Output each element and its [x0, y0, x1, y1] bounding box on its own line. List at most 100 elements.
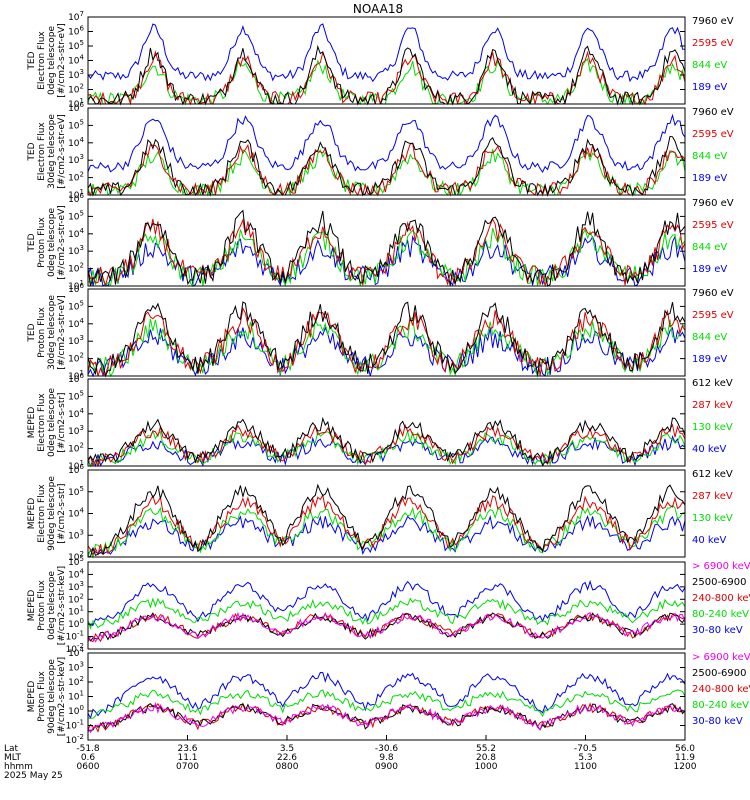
legend-entry: > 6900 keV — [692, 561, 750, 572]
x-axis: Lat -51.8 23.6 3.5 -30.6 55.2 -70.5 56.0 MLT 0.6 1… — [4, 735, 697, 781]
legend-entry: 189 eV — [692, 264, 727, 275]
y-tick-label: 102 — [68, 592, 84, 605]
y-tick-label: 10-1 — [66, 630, 84, 643]
y-axis-label: Proton Flux — [37, 671, 47, 722]
x-tick-label: 0600 — [77, 762, 100, 772]
legend-entry: 40 keV — [692, 535, 726, 546]
x-tick-label: 0700 — [176, 762, 199, 772]
x-tick-label: 9.8 — [379, 753, 394, 763]
y-axis-label: [#/cm2-s-str-keV] — [57, 657, 67, 736]
y-axis-label: 0deg telescope — [47, 26, 57, 96]
legend-entry: 2595 eV — [692, 220, 734, 231]
series-line-5-1 — [87, 416, 686, 467]
x-tick-label: -30.6 — [375, 744, 399, 754]
y-tick-label: 103 — [68, 334, 84, 347]
y-tick-label: 102 — [68, 83, 84, 96]
y-tick-label: 107 — [68, 10, 84, 23]
y-axis-label: [#/cm2-s-str] — [57, 392, 67, 452]
y-axis-label: [#/cm2-s-str] — [57, 483, 67, 543]
x-tick-label: 1100 — [574, 762, 597, 772]
series-line-3-2 — [87, 218, 686, 288]
panel-frame — [87, 107, 686, 196]
x-tick-label: 3.5 — [280, 744, 294, 754]
x-tick-label: 0900 — [375, 762, 398, 772]
legend-entry: 189 eV — [692, 173, 727, 184]
legend-entry: 130 keV — [692, 422, 733, 433]
x-tick-label: 11.9 — [675, 753, 695, 763]
y-tick-label: 104 — [68, 317, 84, 330]
series-line-5-2 — [87, 423, 686, 468]
legend-entry: 240-800 keV — [692, 684, 750, 695]
legend-entry: 189 eV — [692, 354, 727, 365]
y-tick-label: 104 — [68, 136, 84, 149]
series-line-3-1 — [87, 209, 686, 287]
y-tick-label: 105 — [68, 389, 84, 402]
panel-frame — [87, 198, 686, 287]
legend-entry: 844 eV — [692, 151, 727, 162]
series-line-4-4 — [87, 326, 686, 378]
y-tick-label: 103 — [68, 580, 84, 593]
y-tick-label: 103 — [68, 68, 84, 81]
legend-entry: 2595 eV — [692, 38, 734, 49]
x-row-label: Lat — [4, 744, 19, 754]
y-axis-label: MEPED — [27, 590, 37, 622]
y-axis-label: 0deg telescope — [47, 388, 57, 458]
legend-entry: 612 keV — [692, 469, 733, 480]
y-tick-label: 102 — [68, 171, 84, 184]
y-axis-label: TED — [27, 51, 37, 70]
y-axis-label: 30deg telescope — [47, 295, 57, 370]
y-axis-label: Electron Flux — [37, 31, 47, 90]
legend-entry: 189 eV — [692, 82, 727, 93]
x-row-label: MLT — [4, 753, 22, 763]
y-tick-label: 102 — [68, 262, 84, 275]
y-tick-label: 103 — [68, 528, 84, 541]
y-axis-label: MEPED — [27, 407, 37, 439]
panel-frame — [87, 288, 686, 377]
panel-frame — [87, 469, 686, 558]
legend-entry: 80-240 keV — [692, 609, 749, 620]
y-tick-label: 103 — [68, 424, 84, 437]
series-line-7-2 — [87, 612, 686, 642]
legend-entry: > 6900 keV — [692, 652, 750, 663]
y-axis-label: [#/cm2-s-str-eV] — [57, 114, 67, 189]
y-tick-label: 106 — [68, 25, 84, 38]
legend-entry: 287 keV — [692, 400, 733, 411]
y-axis-label: Proton Flux — [37, 217, 47, 268]
series-line-4-2 — [87, 307, 686, 377]
series-line-7-1 — [87, 611, 686, 643]
legend-entry: 2595 eV — [692, 129, 734, 140]
x-tick-label: 23.6 — [177, 744, 197, 754]
y-tick-label: 101 — [68, 605, 84, 618]
y-axis-label: Proton Flux — [37, 580, 47, 631]
y-tick-label: 103 — [68, 153, 84, 166]
y-tick-label: 105 — [68, 209, 84, 222]
series-line-8-4 — [87, 689, 686, 719]
legend-entry: 844 eV — [692, 242, 727, 253]
legend-entry: 2500-6900 — [692, 577, 747, 588]
y-axis-label: TED — [27, 323, 37, 342]
y-axis-label: [#/cm2-s-str-eV] — [57, 295, 67, 370]
y-axis-label: MEPED — [27, 498, 37, 530]
y-axis-label: TED — [27, 142, 37, 161]
series-line-6-1 — [87, 483, 686, 558]
y-axis-label: 90deg telescope — [47, 659, 57, 734]
legend-entry: 7960 eV — [692, 288, 734, 299]
x-tick-label: -51.8 — [76, 744, 100, 754]
y-axis-label: Electron Flux — [37, 122, 47, 181]
series-line-8-1 — [87, 701, 686, 734]
y-axis-label: [#/cm2-s-str-keV] — [57, 566, 67, 645]
y-axis-label: 0deg telescope — [47, 571, 57, 641]
y-axis-label: 0deg telescope — [47, 208, 57, 278]
y-tick-label: 103 — [68, 661, 84, 674]
x-tick-label: 1200 — [674, 762, 697, 772]
x-tick-label: 5.3 — [578, 753, 592, 763]
y-axis-label: Proton Flux — [37, 307, 47, 358]
legend-entry: 30-80 keV — [692, 716, 743, 727]
